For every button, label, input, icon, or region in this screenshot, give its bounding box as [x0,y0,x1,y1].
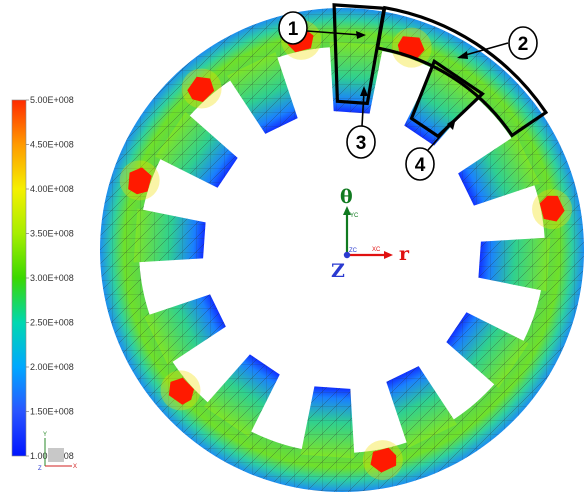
stator-teeth [133,41,551,459]
stator-tooth [300,386,355,459]
legend-label: 4.50E+008 [30,140,74,150]
legend-label: 3.50E+008 [30,229,74,239]
stress-hotspot [539,195,565,222]
stator-tooth [226,52,298,134]
yc-label: YC [350,213,359,219]
theta-axis-arrowhead [343,206,351,215]
tooth-mesh [226,52,298,134]
tooth-mesh [478,237,551,292]
color-legend: 5.00E+008 4.50E+008 4.00E+008 3.50E+008 3.00… [11,95,74,461]
tooth-mesh [386,366,458,448]
stress-hotspot [187,76,215,102]
zc-label: ZC [349,248,358,254]
tooth-mesh [155,111,238,188]
callout-4-number: 4 [415,155,426,176]
stress-hotspot [168,377,194,405]
center-coordinate-system: θ r Z YC XC ZC [331,186,410,282]
stator-model [100,8,584,492]
stress-hotspots [119,19,573,481]
callout-3-leader [361,91,365,127]
stator-tooth [203,354,280,437]
r-label: r [399,243,410,265]
legend-label: 1.50E+008 [30,407,74,417]
callout-4-arrowhead [447,118,456,130]
legend-color-bar [11,99,27,457]
stator-tooth [386,366,458,448]
callout-2-arrowhead [457,51,468,59]
callout-3-circle [346,125,376,159]
callout-1-number: 1 [288,19,299,40]
callout-1-leader [306,30,362,36]
theta-label: θ [340,186,353,208]
tooth-mesh [144,294,226,366]
r-axis-arrowhead [384,251,393,259]
stress-hotspot [370,447,397,473]
callout-2-leader [461,42,509,57]
callout-3-number: 3 [356,133,367,154]
stator-tooth [458,134,540,206]
stress-hotspot [128,167,152,195]
mini-triad: Y X Z [38,432,77,472]
stator-tooth [446,312,529,389]
xc-label: XC [372,247,381,253]
legend-label: 4.00E+008 [30,184,74,194]
mini-triad-x-label: X [73,464,77,470]
tooth-mesh [458,134,540,206]
stator-tooth [155,111,238,188]
callout-2: 2 [457,26,538,60]
legend-label: 2.50E+008 [30,318,74,328]
stator-tooth [133,208,206,263]
region-3-outline [332,3,386,106]
callout-2-number: 2 [518,34,529,55]
tooth-mesh [446,312,529,389]
callout-1-circle [278,11,308,45]
legend-label: 3.00E+008 [30,273,74,283]
tooth-mesh [203,354,280,437]
callout-1: 1 [278,11,366,45]
callout-3-arrowhead [360,86,368,96]
legend-label: 2.00E+008 [30,362,74,372]
region-outlines [332,3,549,139]
region-2-outline [375,5,549,138]
stator-tooth [144,294,226,366]
region-4-outline [409,58,485,139]
callout-4: 4 [405,118,456,181]
z-label: Z [331,260,345,282]
callout-4-circle [405,147,435,181]
mini-triad-y-label: Y [43,432,47,438]
tooth-mesh [300,386,355,459]
stator-tooth [478,237,551,292]
tooth-mesh [133,208,206,263]
legend-labels: 5.00E+008 4.50E+008 4.00E+008 3.50E+008 3.00… [26,95,74,461]
z-axis-dot [343,251,351,259]
legend-label: 5.00E+008 [30,95,74,105]
callout-2-circle [508,26,538,60]
mini-triad-box [48,448,64,462]
callout-1-arrowhead [356,31,366,39]
mini-triad-z-label: Z [38,466,42,472]
callout-3: 3 [346,86,376,159]
callout-4-leader [427,122,453,151]
